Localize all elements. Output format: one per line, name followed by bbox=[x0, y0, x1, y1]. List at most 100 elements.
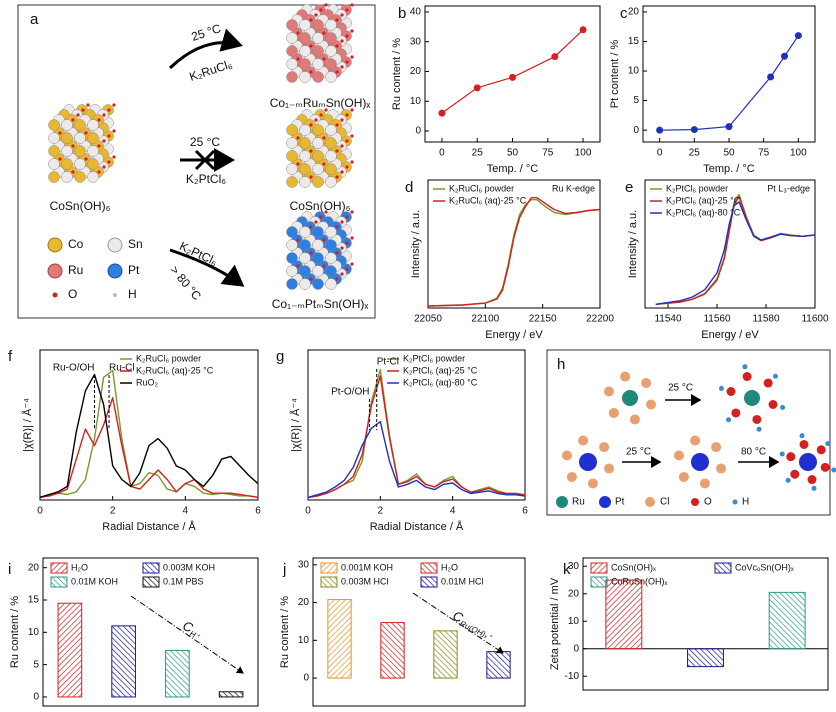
atom bbox=[825, 441, 831, 447]
series-line bbox=[655, 201, 816, 305]
y-tick-label: 10 bbox=[410, 96, 422, 107]
bar bbox=[380, 622, 405, 679]
atom bbox=[322, 136, 326, 140]
legend-label: K₂RuCl₆ powder bbox=[136, 353, 201, 363]
x-axis-label: Temp. / °C bbox=[487, 163, 539, 175]
atom bbox=[58, 131, 62, 135]
atom bbox=[286, 239, 298, 251]
atom bbox=[299, 163, 311, 175]
atom bbox=[622, 390, 638, 406]
data-point bbox=[551, 53, 559, 61]
y-tick-label: 10 bbox=[298, 635, 310, 646]
legend-label: 0.1M PBS bbox=[163, 576, 204, 586]
legend-label: 0.01M HCl bbox=[441, 576, 484, 586]
atom bbox=[48, 158, 60, 170]
x-axis-label: Radial Distance / Å bbox=[102, 520, 196, 533]
atom bbox=[309, 18, 313, 22]
peak-label: Pt-Cl bbox=[377, 357, 399, 368]
atom bbox=[350, 160, 354, 164]
atom bbox=[799, 439, 809, 449]
atom bbox=[603, 386, 614, 397]
atom bbox=[768, 400, 778, 410]
legend-swatch bbox=[50, 576, 68, 588]
atom bbox=[309, 251, 313, 255]
atom bbox=[286, 278, 298, 290]
atom bbox=[742, 364, 748, 370]
panel-h-frame bbox=[546, 349, 831, 516]
atom bbox=[296, 162, 300, 166]
crystal bbox=[48, 103, 116, 183]
atom bbox=[112, 129, 116, 133]
atom bbox=[299, 32, 311, 44]
product: CoSn(OH)₆ bbox=[290, 199, 351, 213]
atom bbox=[71, 144, 75, 148]
atom bbox=[820, 462, 830, 472]
atom bbox=[350, 236, 354, 240]
atom bbox=[325, 150, 337, 162]
panel-label: h bbox=[557, 356, 565, 373]
atom bbox=[312, 176, 324, 188]
atom bbox=[325, 239, 337, 251]
atom bbox=[604, 463, 615, 474]
atom bbox=[340, 65, 344, 69]
reaction-arrow bbox=[169, 248, 245, 287]
condition: 25 °C bbox=[190, 21, 223, 44]
atom bbox=[699, 478, 710, 489]
atom bbox=[286, 226, 298, 238]
atom bbox=[350, 134, 354, 138]
trend-subscript: H⁺ bbox=[188, 629, 202, 642]
atom bbox=[286, 58, 298, 70]
atom bbox=[299, 278, 311, 290]
atom bbox=[335, 123, 339, 127]
atom bbox=[322, 57, 326, 61]
legend-label: CoRuSn(OH)ₓ bbox=[611, 576, 668, 586]
legend-atom bbox=[732, 499, 738, 505]
legend-label: Co bbox=[68, 237, 84, 251]
atom bbox=[309, 44, 313, 48]
legend-label: H₂O bbox=[441, 562, 458, 572]
legend-label: K₂RuCl₆ (aq)-25 °C bbox=[449, 195, 527, 205]
atom bbox=[726, 386, 736, 396]
atom bbox=[325, 137, 337, 149]
atom bbox=[816, 445, 826, 455]
legend-label: RuO₂ bbox=[136, 377, 159, 387]
atom bbox=[324, 3, 328, 7]
atom bbox=[690, 435, 701, 446]
atom bbox=[312, 278, 324, 290]
legend-label: Cl bbox=[660, 497, 669, 508]
atom bbox=[350, 210, 354, 214]
atom bbox=[61, 171, 73, 183]
atom bbox=[335, 175, 339, 179]
bar bbox=[768, 591, 806, 650]
atom bbox=[831, 467, 836, 473]
atom bbox=[335, 18, 339, 22]
legend-swatch bbox=[714, 562, 732, 574]
atom bbox=[340, 170, 344, 174]
legend-atom bbox=[52, 292, 58, 298]
atom bbox=[673, 450, 684, 461]
series-line bbox=[39, 397, 259, 498]
atom bbox=[578, 435, 589, 446]
x-tick-label: 2 bbox=[110, 506, 116, 517]
atom bbox=[299, 71, 311, 83]
panel-label: i bbox=[8, 561, 11, 578]
atom bbox=[325, 252, 337, 264]
atom bbox=[319, 215, 323, 219]
atom bbox=[807, 475, 817, 485]
peak-label: Ru-O/OH bbox=[53, 363, 95, 374]
atom bbox=[296, 57, 300, 61]
atom bbox=[312, 32, 324, 44]
plot-frame bbox=[307, 349, 526, 501]
atom bbox=[325, 278, 337, 290]
atom bbox=[309, 123, 313, 127]
legend-atom bbox=[556, 496, 568, 508]
atom bbox=[731, 408, 741, 418]
reagent: K₂PtCl₆ bbox=[186, 172, 226, 186]
legend-atom bbox=[599, 496, 611, 508]
atom bbox=[97, 144, 101, 148]
legend-label: H bbox=[742, 497, 749, 508]
y-axis-label: Ru content / % bbox=[279, 596, 291, 668]
atom bbox=[325, 19, 337, 31]
plot-frame bbox=[312, 557, 526, 707]
legend-label: K₂PtCl₆ (aq)-25 °C bbox=[666, 195, 741, 205]
